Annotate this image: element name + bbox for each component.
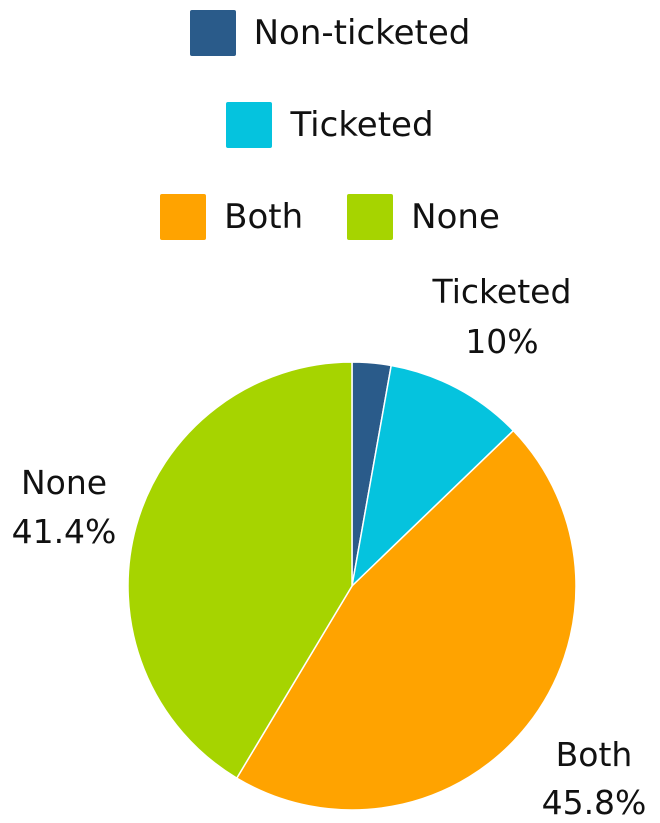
legend-row-2: Ticketed xyxy=(0,102,660,148)
legend-swatch-none xyxy=(347,194,394,240)
legend-swatch-non-ticketed xyxy=(189,10,236,56)
data-label-none-name: None xyxy=(21,463,107,502)
data-label-both-value: 45.8% xyxy=(542,783,647,822)
data-label-none-value: 41.4% xyxy=(12,512,117,551)
legend-item-both: Both xyxy=(160,194,303,240)
legend-item-non-ticketed: Non-ticketed xyxy=(189,10,471,56)
pie-slice-both xyxy=(235,429,577,811)
legend-row-1: Non-ticketed xyxy=(0,10,660,56)
legend-swatch-both xyxy=(160,194,207,240)
legend-label-ticketed: Ticketed xyxy=(290,105,434,145)
legend-label-none: None xyxy=(411,197,500,237)
legend-label-both: Both xyxy=(224,197,304,237)
pie-slice-none xyxy=(127,361,353,780)
pie-slice-ticketed xyxy=(350,364,515,589)
pie-slices xyxy=(127,361,577,811)
data-label-ticketed-name: Ticketed xyxy=(432,272,572,311)
legend-item-none: None xyxy=(347,194,500,240)
data-label-ticketed-value: 10% xyxy=(465,322,538,361)
legend-swatch-ticketed xyxy=(226,102,273,148)
legend-label-non-ticketed: Non-ticketed xyxy=(253,13,471,53)
legend-item-ticketed: Ticketed xyxy=(226,102,434,148)
legend-row-3: Both None xyxy=(0,194,660,240)
data-label-both-name: Both xyxy=(556,735,633,774)
